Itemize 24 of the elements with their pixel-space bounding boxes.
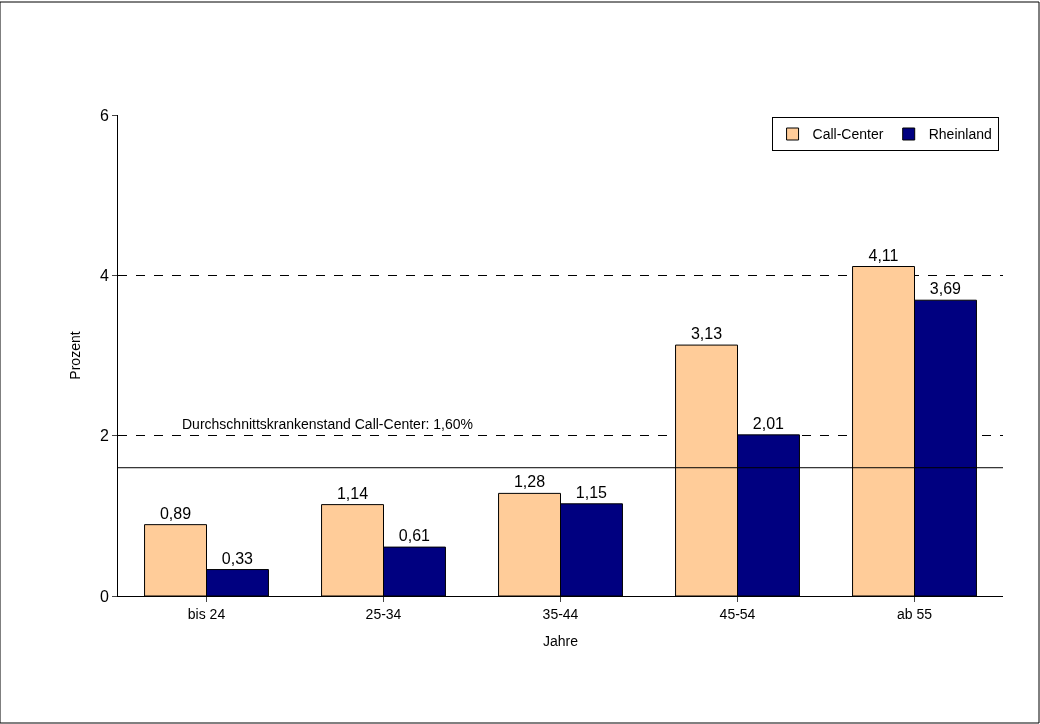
data-label: 3,69	[929, 280, 962, 298]
data-label: 1,14	[336, 484, 369, 502]
data-label: 3,13	[690, 325, 723, 343]
x-tick-label: ab 55	[896, 605, 933, 622]
data-label: 2,01	[752, 414, 785, 432]
y-tick-label: 4	[99, 266, 109, 284]
x-tick-label: 25-34	[365, 605, 402, 622]
legend-label: Rheinland	[928, 126, 992, 143]
x-axis-title: Jahre	[542, 633, 579, 650]
y-axis-title: Prozent	[67, 331, 84, 380]
legend-label: Call-Center	[812, 126, 884, 143]
data-label: 1,15	[575, 483, 608, 501]
x-tick-label: 45-54	[719, 605, 756, 622]
data-label: 4,11	[868, 246, 899, 264]
data-label: 0,61	[398, 527, 431, 545]
y-tick-label: 2	[99, 427, 109, 445]
data-label: 0,89	[159, 504, 192, 522]
x-tick-label: bis 24	[187, 605, 226, 622]
data-label: 1,28	[513, 473, 546, 491]
ref-line-label: Durchschnittskrankenstand Call-Center: 1,60%	[182, 416, 474, 432]
data-label: 0,33	[221, 549, 254, 567]
y-tick-label: 6	[99, 106, 109, 124]
y-tick-label: 0	[99, 587, 109, 605]
x-tick-label: 35-44	[542, 605, 579, 622]
